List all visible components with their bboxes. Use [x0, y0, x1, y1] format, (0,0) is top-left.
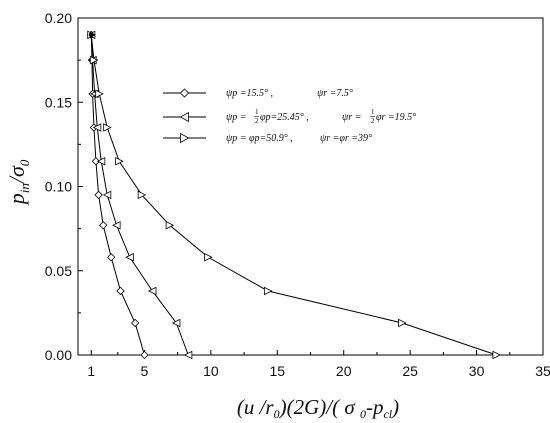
data-point-triangle-right — [137, 190, 147, 200]
legend-entry-3: ψp = φp=50.9° , ψr =φr =39° — [163, 132, 372, 144]
svg-text:2: 2 — [255, 117, 259, 125]
start-point — [88, 32, 94, 38]
y-tick-label: 0.10 — [45, 179, 72, 195]
svg-text:1: 1 — [371, 108, 375, 116]
x-tick-label: 1 — [87, 363, 95, 379]
data-point-diamond — [140, 350, 149, 360]
svg-text:φp=25.45° ,: φp=25.45° , — [260, 112, 309, 123]
svg-text:2: 2 — [371, 117, 375, 125]
series-line-3 — [90, 34, 497, 356]
data-point-triangle-left — [92, 123, 102, 132]
legend-entry-1: ψp =15.5° , ψr =7.5° — [163, 88, 353, 99]
data-point-triangle-left — [183, 350, 193, 360]
x-axis-title: (u /r0)(2G)/( σ 0-pcl) — [237, 395, 399, 421]
x-tick-label: 5 — [141, 363, 149, 379]
y-tick-label: 0.05 — [45, 263, 72, 279]
data-point-triangle-right — [95, 89, 104, 99]
data-point-triangle-left — [171, 318, 181, 328]
data-point-triangle-right — [204, 253, 213, 262]
data-point-diamond — [91, 157, 101, 166]
legend-label-1b: ψr =7.5° — [317, 88, 353, 99]
x-tick-label: 35 — [535, 363, 550, 379]
svg-text:1: 1 — [255, 108, 259, 116]
y-axis-title: pin/σ0 — [4, 159, 32, 206]
data-point-triangle-right — [89, 55, 99, 65]
x-tick-label: 10 — [203, 363, 219, 379]
data-point-triangle-left — [102, 190, 112, 200]
legend-label-3a: ψp = φp=50.9° , — [226, 133, 293, 144]
data-point-triangle-right — [115, 156, 124, 166]
legend-entry-2: ψp = 1 2 φp=25.45° , ψr = 1 2 φr =19.5° — [163, 108, 416, 125]
data-point-triangle-left — [147, 286, 157, 296]
y-tick-label: 0.15 — [45, 94, 72, 110]
svg-text:ψp =: ψp = — [226, 112, 246, 123]
data-point-diamond — [94, 190, 103, 200]
data-point-triangle-right — [492, 350, 501, 360]
legend-label-1a: ψp =15.5° , — [226, 88, 273, 99]
y-axis-title-rest: /σ — [4, 165, 29, 185]
legend-label-3b: ψr =φr =39° — [320, 133, 372, 144]
svg-text:φr =19.5°: φr =19.5° — [376, 112, 416, 123]
axis-ticks: 1 5 10 15 20 25 30 350.000.050.100.150.20 — [45, 10, 550, 379]
y-axis-title-sub: in — [17, 183, 32, 193]
data-point-triangle-right — [263, 286, 273, 296]
data-point-diamond — [130, 318, 140, 328]
x-tick-label: 15 — [269, 363, 285, 379]
x-tick-label: 30 — [469, 363, 485, 379]
y-tick-label: 0.20 — [45, 10, 72, 26]
svg-text:ψr =: ψr = — [342, 112, 361, 123]
data-point-triangle-right — [103, 123, 112, 132]
series-layer — [86, 30, 501, 360]
data-point-diamond — [107, 253, 116, 262]
data-point-triangle-right — [398, 318, 407, 328]
data-point-diamond — [116, 286, 125, 296]
x-tick-label: 25 — [402, 363, 418, 379]
data-point-diamond — [99, 221, 108, 230]
plot-frame — [77, 17, 544, 356]
y-tick-label: 0.00 — [45, 347, 72, 363]
data-point-triangle-left — [112, 221, 121, 230]
legend-marker-diamond — [179, 88, 190, 98]
y-axis-title-main: p — [4, 193, 29, 206]
legend: ψp =15.5° , ψr =7.5° ψp = 1 2 φp=25.45° … — [163, 88, 416, 144]
data-point-triangle-right — [165, 221, 175, 230]
x-tick-label: 20 — [336, 363, 352, 379]
svg-text:pin/σ0: pin/σ0 — [4, 159, 32, 206]
legend-marker-triangle-left — [179, 111, 189, 123]
y-axis-title-sub2: 0 — [17, 159, 32, 166]
data-point-triangle-left — [125, 253, 134, 262]
legend-marker-triangle-right — [180, 132, 190, 144]
data-point-triangle-left — [96, 156, 106, 166]
